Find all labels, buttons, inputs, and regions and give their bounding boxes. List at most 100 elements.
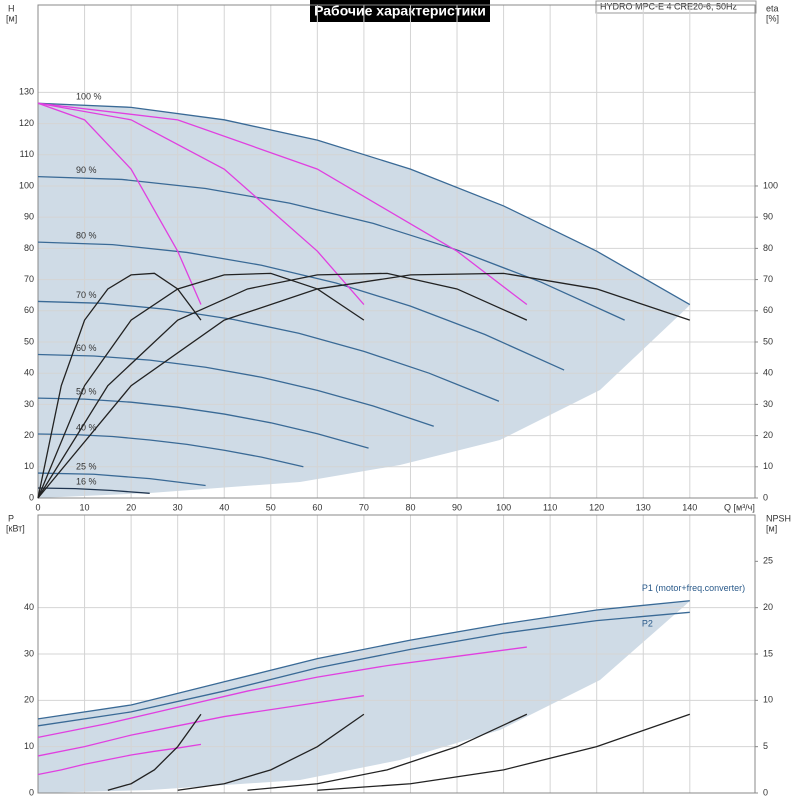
y2-tick-label: 90 [763,212,773,222]
y2-tick-label: 15 [763,648,773,658]
chart-title: Рабочие характеристики [314,3,486,19]
curve [37,272,202,499]
curve-label: P2 [642,619,653,629]
y-tick-label: 30 [24,399,34,409]
y-tick-label: 70 [24,274,34,284]
curve-label: 100 % [76,92,102,102]
curve-label: 60 % [76,343,97,353]
plot-frame [37,514,756,794]
curve-label: 70 % [76,290,97,300]
y-axis-label: P [8,513,14,523]
y-tick-label: 10 [24,741,34,751]
y-tick-label: 60 [24,305,34,315]
curve [247,713,528,791]
y2-axis-unit: [м] [766,523,777,533]
curve [37,600,690,720]
y2-tick-label: 70 [763,274,773,284]
y2-tick-label: 0 [763,787,768,797]
y2-tick-label: 100 [763,180,778,190]
curve [37,611,690,727]
x-tick-label: 100 [496,502,511,512]
curve [37,272,528,499]
curve [37,472,206,487]
y-tick-label: 80 [24,243,34,253]
y2-tick-label: 20 [763,430,773,440]
y-tick-label: 20 [24,695,34,705]
curve [37,102,365,305]
y2-tick-label: 25 [763,556,773,566]
curve [37,433,304,468]
y2-tick-label: 10 [763,695,773,705]
curve [37,241,565,371]
y-tick-label: 120 [19,118,34,128]
x-tick-label: 90 [452,502,462,512]
x-tick-label: 80 [405,502,415,512]
curve [37,102,528,306]
y-tick-label: 130 [19,87,34,97]
curve-label: 25 % [76,461,97,471]
curve-label: 16 % [76,476,97,486]
curve [107,713,202,791]
curve [37,353,434,427]
plot-frame [37,4,756,499]
y2-axis-unit: [%] [766,13,779,23]
curve [37,487,150,494]
curve [37,397,369,449]
curve [317,713,691,791]
y-tick-label: 30 [24,648,34,658]
y2-tick-label: 10 [763,461,773,471]
y2-tick-label: 0 [763,492,768,502]
y-tick-label: 10 [24,461,34,471]
y-tick-label: 0 [29,787,34,797]
y2-axis-label: eta [766,3,779,13]
x-tick-label: 60 [312,502,322,512]
x-tick-label: 20 [126,502,136,512]
curve [37,272,365,499]
curve [37,695,365,757]
curve [37,272,691,499]
x-tick-label: 110 [543,502,557,512]
y2-tick-label: 80 [763,243,773,253]
x-tick-label: 120 [589,502,604,512]
y-tick-label: 0 [29,492,34,502]
model-label: HYDRO MPC-E 4 CRE20-6, 50Hz [600,1,738,11]
y-tick-label: 90 [24,212,34,222]
y-tick-label: 110 [20,149,34,159]
y2-tick-label: 20 [763,602,773,612]
curve-label: 40 % [76,422,97,432]
x-tick-label: 70 [359,502,369,512]
y-axis-unit: [кВт] [6,523,25,533]
x-tick-label: 50 [266,502,276,512]
y2-tick-label: 30 [763,399,773,409]
model-box [595,0,757,14]
y-tick-label: 40 [24,602,34,612]
curve [177,713,365,791]
curve [37,743,202,776]
y2-tick-label: 50 [763,336,773,346]
x-tick-label: 0 [35,502,40,512]
x-axis-label: Q [м³/ч] [724,502,755,512]
curve-label: 50 % [76,387,97,397]
curve-label: P1 (motor+freq.converter) [642,583,745,593]
y-axis-unit: [м] [6,13,17,23]
x-tick-label: 40 [219,502,229,512]
curve [37,102,202,305]
curve [37,102,691,306]
x-tick-label: 130 [636,502,651,512]
y-tick-label: 40 [24,368,34,378]
x-tick-label: 140 [682,502,697,512]
x-tick-label: 30 [173,502,183,512]
x-tick-label: 10 [80,502,90,512]
y-tick-label: 100 [19,180,34,190]
curve-label: 80 % [76,231,97,241]
curve [37,300,500,402]
curve-label: 90 % [76,165,97,175]
y2-tick-label: 60 [763,305,773,315]
y-axis-label: H [8,3,15,13]
y2-tick-label: 5 [763,741,768,751]
curve [37,646,527,739]
y-tick-label: 50 [24,336,34,346]
y2-axis-label: NPSH [766,513,791,523]
y2-tick-label: 40 [763,368,773,378]
